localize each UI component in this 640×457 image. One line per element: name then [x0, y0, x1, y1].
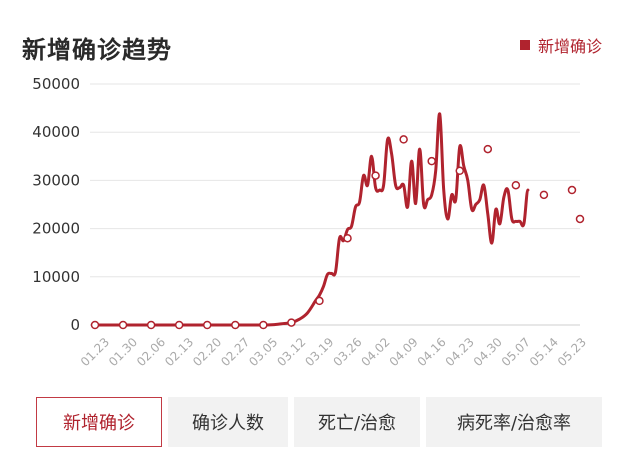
tab-confirmed-total[interactable]: 确诊人数 — [168, 397, 288, 447]
x-tick-label: 04.16 — [415, 335, 449, 369]
x-tick-label: 02.27 — [218, 335, 252, 369]
x-tick-label: 01.30 — [106, 335, 140, 369]
series-line-新增确诊 — [93, 112, 530, 327]
data-point — [567, 185, 577, 195]
tab-rates[interactable]: 病死率/治愈率 — [426, 397, 602, 447]
legend-swatch-icon — [519, 40, 530, 50]
x-tick-label: 04.09 — [387, 335, 421, 369]
y-tick-label: 10000 — [32, 268, 80, 286]
y-tick-label: 40000 — [32, 123, 80, 141]
chart-tabs: 新增确诊 确诊人数 死亡/治愈 病死率/治愈率 — [36, 397, 602, 447]
x-tick-label: 03.05 — [246, 335, 280, 369]
y-tick-label: 50000 — [32, 75, 80, 93]
x-tick-label: 03.26 — [330, 335, 364, 369]
data-point — [539, 190, 549, 200]
data-point — [399, 135, 408, 144]
data-point — [146, 320, 156, 330]
legend-label: 新增确诊 — [537, 37, 602, 56]
x-tick-label: 04.23 — [443, 335, 477, 369]
x-tick-label: 02.13 — [162, 335, 196, 369]
data-point — [315, 296, 324, 306]
data-point — [90, 320, 100, 330]
x-tick-label: 05.14 — [527, 335, 561, 369]
y-tick-label: 20000 — [32, 220, 80, 238]
x-tick-label: 04.30 — [471, 335, 505, 369]
data-point — [174, 320, 184, 330]
x-tick-label: 03.19 — [302, 335, 336, 369]
data-point — [231, 320, 240, 330]
y-tick-label: 0 — [70, 316, 80, 334]
x-tick-label: 05.23 — [555, 335, 589, 369]
legend[interactable]: 新增确诊 — [519, 33, 602, 57]
data-point — [343, 233, 352, 243]
x-tick-label: 03.12 — [274, 335, 308, 369]
x-tick-label: 02.06 — [134, 335, 168, 369]
data-point — [118, 320, 128, 330]
tab-deaths-recovered[interactable]: 死亡/治愈 — [294, 397, 420, 447]
data-point — [259, 320, 268, 330]
y-tick-label: 30000 — [32, 171, 80, 189]
x-tick-label: 05.07 — [499, 335, 533, 369]
x-tick-label: 04.02 — [358, 335, 392, 369]
x-tick-label: 02.20 — [190, 335, 224, 369]
data-point — [511, 180, 521, 190]
data-point — [371, 171, 380, 180]
data-point — [427, 156, 436, 166]
tab-new-confirmed[interactable]: 新增确诊 — [36, 397, 162, 447]
data-point — [455, 166, 465, 176]
data-point — [202, 320, 212, 330]
x-tick-label: 01.23 — [78, 335, 112, 369]
data-point — [575, 214, 585, 224]
data-point — [287, 318, 296, 327]
data-point — [483, 144, 493, 154]
chart-title: 新增确诊趋势 — [22, 36, 172, 64]
